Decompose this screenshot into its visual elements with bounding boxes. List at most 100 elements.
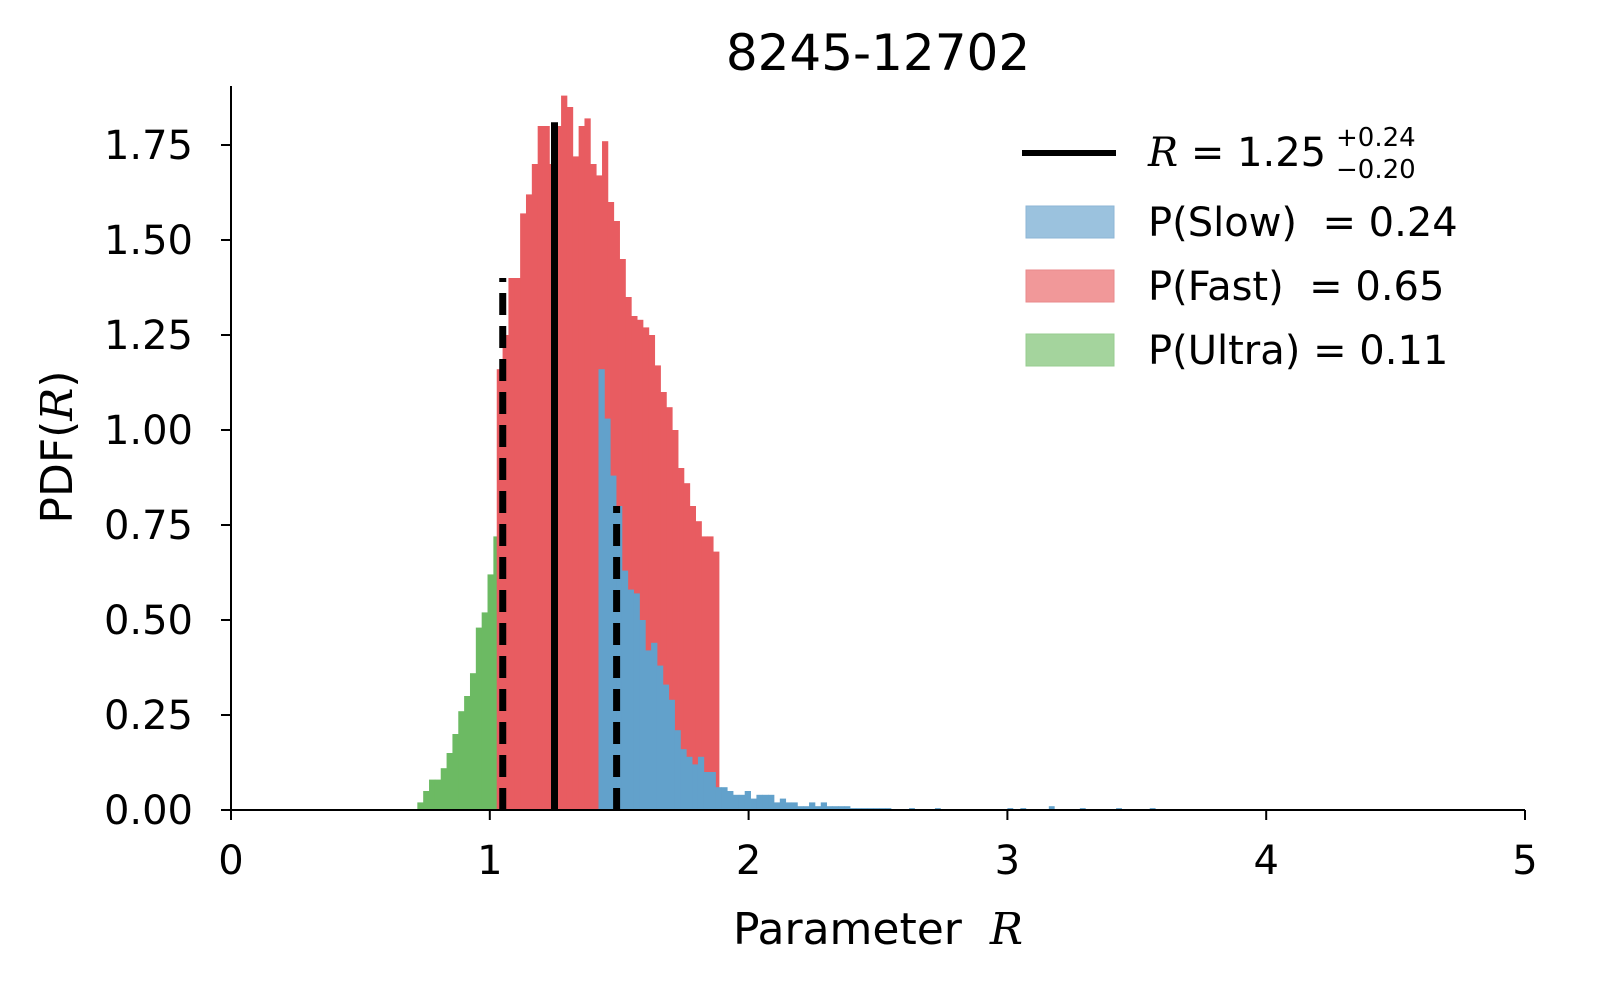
histogram-bar (440, 768, 447, 810)
histogram-bar (429, 779, 436, 810)
histogram-bar (627, 589, 634, 810)
histogram-bar (645, 650, 652, 810)
histogram-bar (701, 536, 708, 810)
histogram-bar (750, 798, 757, 810)
histogram-bar (721, 787, 728, 810)
histogram-bars (417, 95, 1156, 811)
x-tick-label: 2 (736, 838, 761, 884)
legend-median-value: = 1.25 (1178, 130, 1326, 176)
histogram-bar (633, 593, 640, 810)
histogram-bar (475, 627, 483, 810)
histogram-bar (713, 551, 720, 810)
legend-median-plus: +0.24 (1336, 123, 1416, 153)
legend-swatch-slow (1025, 205, 1115, 239)
x-tick-label: 3 (995, 838, 1020, 884)
histogram-bar (709, 772, 716, 810)
legend: R = 1.25 +0.24 −0.20 P(Slow) = 0.24 P(Fa… (1022, 123, 1458, 374)
histogram-bar (756, 794, 763, 810)
histogram-bar (481, 612, 488, 810)
histogram-bar (508, 278, 515, 810)
histogram-bar (654, 365, 661, 810)
histogram-bar (785, 802, 792, 810)
x-tick-label: 5 (1512, 838, 1537, 884)
x-tick-label: 1 (477, 838, 502, 884)
histogram-bar (423, 791, 430, 810)
histogram-bar (791, 802, 798, 810)
histogram-bar (531, 164, 539, 810)
histogram-bar (625, 297, 632, 810)
legend-median-minus: −0.20 (1336, 155, 1416, 185)
histogram-bar (779, 798, 787, 810)
histogram-bar (662, 684, 670, 810)
histogram-bar (715, 787, 722, 810)
histogram-bar (458, 711, 465, 810)
histogram-bar (621, 570, 629, 810)
histogram-bar (768, 794, 775, 810)
histogram-bar (809, 802, 816, 810)
histogram-bar (826, 806, 833, 810)
y-tick-label: 0.00 (104, 788, 193, 834)
histogram-bar (639, 620, 646, 810)
histogram-bar (651, 642, 658, 810)
y-tick-label: 1.75 (104, 123, 193, 169)
histogram-bar (537, 126, 544, 810)
histogram-bar (666, 407, 673, 810)
histogram-bar (487, 574, 494, 810)
histogram-bar (660, 392, 667, 810)
histogram-bar (695, 521, 702, 810)
y-axis-title-text: PDF( (32, 421, 83, 524)
y-tick-label: 0.75 (104, 503, 193, 549)
histogram-bar (692, 764, 699, 810)
histogram-bar (668, 699, 675, 810)
histogram-bar (678, 468, 685, 810)
histogram-bar (434, 779, 442, 810)
histogram-bar (493, 536, 500, 810)
legend-swatch-ultra (1025, 333, 1115, 367)
histogram-bar (744, 791, 751, 810)
legend-swatch-fast (1025, 269, 1115, 303)
histogram-bar (496, 369, 503, 810)
y-tick-label: 1.50 (104, 218, 193, 264)
legend-label-fast: P(Fast) = 0.65 (1148, 264, 1444, 310)
histogram-bar (514, 278, 521, 810)
axes: 0 1 2 3 4 5 0.00 0.25 0.50 0.75 1.00 1.25 1.50 1.75 (104, 86, 1538, 884)
histogram-bar (598, 369, 605, 810)
histogram-bar (619, 259, 626, 810)
histogram-bar (672, 430, 679, 810)
histogram-bar (561, 95, 568, 811)
x-axis-title: Parameter R (733, 904, 1023, 955)
histogram-bar (680, 749, 687, 810)
y-tick-label: 1.25 (104, 313, 193, 359)
histogram-bar (689, 506, 696, 810)
histogram-bar (683, 483, 691, 810)
histogram-bar (656, 665, 664, 810)
histogram-bar (727, 791, 734, 810)
chart-title: 8245-12702 (726, 24, 1030, 82)
histogram-bar (572, 156, 580, 810)
histogram-bar (642, 327, 650, 810)
y-axis-title-suffix: ) (32, 370, 83, 387)
histogram-bar (832, 806, 839, 810)
histogram-bar (838, 806, 845, 810)
histogram-bar (648, 335, 656, 810)
histogram-bar (762, 794, 769, 810)
legend-label-slow: P(Slow) = 0.24 (1148, 200, 1458, 246)
histogram-bar (464, 696, 471, 810)
histogram-bar (707, 536, 714, 810)
y-tick-label: 0.25 (104, 693, 193, 739)
histogram-bar (697, 756, 705, 810)
histogram-bar (604, 418, 611, 810)
histogram-bar (590, 164, 597, 810)
histogram-bar (844, 806, 851, 810)
histogram-bar (674, 730, 681, 810)
histogram-bar (543, 126, 550, 810)
histogram-bar (814, 806, 822, 810)
histogram-bar (637, 319, 644, 810)
legend-label-ultra: P(Ultra) = 0.11 (1148, 328, 1448, 374)
histogram-bar (417, 802, 424, 810)
histogram-bar (446, 753, 453, 810)
histogram-bar (525, 194, 533, 810)
histogram-tail-bar (1048, 806, 1055, 810)
y-axis-title-symbol: R (32, 388, 83, 422)
